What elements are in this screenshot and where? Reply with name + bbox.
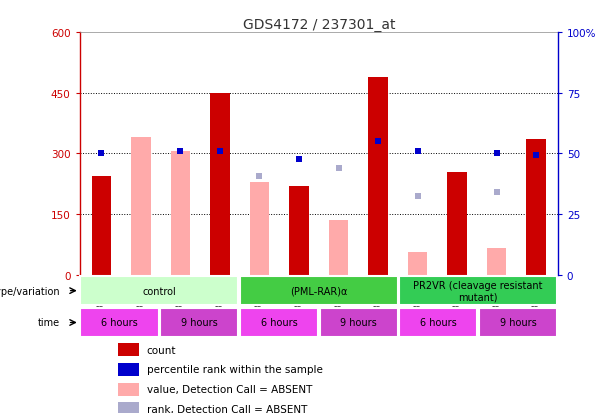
Text: rank, Detection Call = ABSENT: rank, Detection Call = ABSENT: [147, 404, 307, 413]
Bar: [118, 382, 140, 396]
Bar: [289, 186, 309, 275]
Text: 6 hours: 6 hours: [101, 318, 138, 328]
Bar: [118, 403, 140, 413]
Text: percentile rank within the sample: percentile rank within the sample: [147, 365, 322, 375]
Bar: [368, 77, 388, 275]
Text: 9 hours: 9 hours: [340, 318, 377, 328]
Bar: [170, 152, 190, 275]
Bar: [408, 253, 427, 275]
Text: time: time: [37, 318, 60, 328]
Bar: [487, 249, 506, 275]
Bar: [526, 140, 546, 275]
Bar: [479, 308, 557, 337]
Text: control: control: [142, 286, 177, 296]
Bar: [210, 94, 230, 275]
Bar: [240, 308, 318, 337]
Text: 9 hours: 9 hours: [181, 318, 218, 328]
Text: PR2VR (cleavage resistant
mutant): PR2VR (cleavage resistant mutant): [413, 280, 543, 302]
Bar: [399, 276, 557, 306]
Text: 6 hours: 6 hours: [420, 318, 457, 328]
Bar: [118, 363, 140, 376]
Bar: [447, 172, 467, 275]
Text: 9 hours: 9 hours: [500, 318, 536, 328]
Bar: [399, 308, 478, 337]
Bar: [131, 138, 151, 275]
Text: 6 hours: 6 hours: [261, 318, 297, 328]
Bar: [329, 221, 348, 275]
Bar: [249, 182, 269, 275]
Bar: [91, 176, 112, 275]
Text: value, Detection Call = ABSENT: value, Detection Call = ABSENT: [147, 385, 312, 394]
Bar: [80, 308, 159, 337]
Bar: [118, 343, 140, 356]
Bar: [80, 276, 238, 306]
Title: GDS4172 / 237301_at: GDS4172 / 237301_at: [243, 18, 395, 32]
Text: (PML-RAR)α: (PML-RAR)α: [290, 286, 348, 296]
Bar: [240, 276, 398, 306]
Text: count: count: [147, 345, 176, 355]
Bar: [160, 308, 238, 337]
Text: genotype/variation: genotype/variation: [0, 286, 60, 296]
Bar: [319, 308, 398, 337]
